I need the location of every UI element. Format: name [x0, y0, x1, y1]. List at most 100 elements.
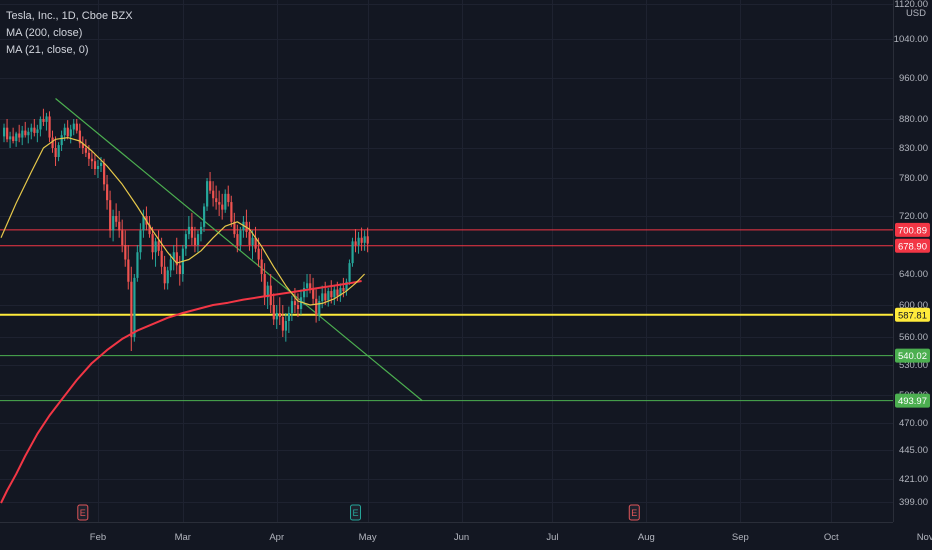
time-tick-label: Sep — [732, 532, 749, 543]
candle-body — [187, 226, 191, 235]
candle-body — [66, 127, 69, 137]
candle-body — [93, 161, 97, 169]
level-price-badge[interactable] — [895, 348, 930, 363]
candle-body — [57, 145, 60, 157]
candle-body — [233, 221, 236, 235]
candle-body — [136, 252, 139, 278]
candle-body — [36, 129, 39, 133]
candle-body — [154, 241, 157, 253]
candle-body — [72, 123, 75, 130]
level-price-badge[interactable] — [895, 307, 930, 322]
candle-body — [106, 184, 109, 201]
level-price-badge[interactable] — [895, 222, 930, 237]
price-tick-label: 600.00 — [899, 300, 928, 311]
earnings-marker[interactable] — [350, 504, 362, 521]
candle-body — [12, 136, 15, 142]
price-tick-label: 421.00 — [899, 474, 928, 485]
candle-body — [6, 127, 9, 140]
candle-body — [266, 285, 269, 298]
price-axis[interactable] — [893, 0, 932, 550]
candle-body — [306, 283, 309, 288]
candle-body — [351, 241, 354, 264]
time-tick-label: Feb — [90, 532, 106, 543]
candle-body — [284, 321, 288, 331]
candle-body — [118, 221, 121, 231]
candle-body — [60, 135, 63, 146]
candle-body — [345, 281, 348, 292]
candle-body — [75, 123, 78, 131]
symbol-title[interactable]: Tesla, Inc., 1D, Cboe BZX — [6, 10, 133, 22]
candle-body — [39, 119, 42, 130]
level-price-label: 587.81 — [898, 310, 927, 321]
candle-body — [42, 119, 45, 122]
candle-body — [254, 237, 257, 249]
candle-body — [263, 274, 266, 298]
price-tick-label: 780.00 — [899, 173, 928, 184]
candle-body — [309, 283, 312, 290]
time-tick-label: Apr — [269, 532, 284, 543]
candle-body — [121, 230, 124, 245]
candle-body — [333, 289, 336, 298]
price-tick-label: 1120.00 — [894, 0, 928, 10]
candle-body — [21, 130, 24, 138]
level-price-label: 678.90 — [898, 241, 927, 252]
price-tick-label: 470.00 — [899, 418, 928, 429]
candle-body — [45, 116, 48, 122]
candle-body — [9, 136, 12, 140]
candle-body — [203, 206, 206, 227]
candle-body — [221, 204, 224, 210]
candle-body — [99, 163, 103, 166]
candle-body — [281, 317, 284, 331]
candle-body — [127, 259, 130, 282]
trendline[interactable] — [55, 98, 423, 402]
level-price-label: 493.97 — [898, 396, 927, 407]
candle-body — [354, 241, 357, 245]
ma21-line[interactable] — [0, 137, 366, 306]
candle-body — [318, 301, 321, 315]
candle-body — [30, 127, 33, 132]
candle-body — [54, 148, 57, 157]
candle-body — [51, 137, 54, 148]
candle-body — [109, 200, 112, 231]
candle-body — [206, 181, 209, 207]
candle-body — [248, 231, 251, 245]
earnings-marker-label: E — [353, 508, 359, 518]
candle-body — [196, 234, 200, 245]
currency-label: USD — [906, 8, 926, 19]
candle-body — [260, 259, 263, 274]
candle-body — [18, 133, 21, 138]
level-price-badge[interactable] — [895, 393, 930, 408]
level-price-badge[interactable] — [895, 238, 930, 253]
candle-body — [348, 263, 351, 282]
candle-body — [357, 237, 360, 245]
earnings-marker-label: E — [631, 508, 637, 518]
candle-body — [257, 248, 260, 260]
candle-body — [33, 127, 36, 133]
ma200-legend[interactable]: MA (200, close) — [6, 27, 83, 39]
earnings-marker[interactable] — [628, 504, 640, 521]
candle-body — [157, 241, 160, 251]
candle-body — [360, 237, 363, 243]
candle-body — [15, 133, 18, 142]
earnings-marker[interactable] — [77, 504, 89, 521]
candle-body — [339, 287, 342, 296]
candle-body — [63, 127, 66, 136]
candle-body — [48, 116, 51, 138]
ma200-line[interactable] — [0, 280, 362, 504]
candle-body — [175, 252, 178, 266]
candle-body — [169, 259, 172, 271]
price-tick-label: 445.00 — [899, 445, 928, 456]
candle-body — [78, 130, 81, 144]
time-tick-label: Jul — [546, 532, 558, 543]
ma21-legend[interactable]: MA (21, close, 0) — [6, 44, 89, 56]
time-tick-label: Oct — [824, 532, 839, 543]
candle-body — [130, 281, 133, 337]
candle-body — [166, 270, 169, 284]
candle-body — [278, 313, 281, 317]
candle-body — [315, 298, 318, 315]
candle-body — [184, 234, 188, 249]
candle-body — [342, 287, 345, 292]
candle-body — [218, 202, 221, 205]
